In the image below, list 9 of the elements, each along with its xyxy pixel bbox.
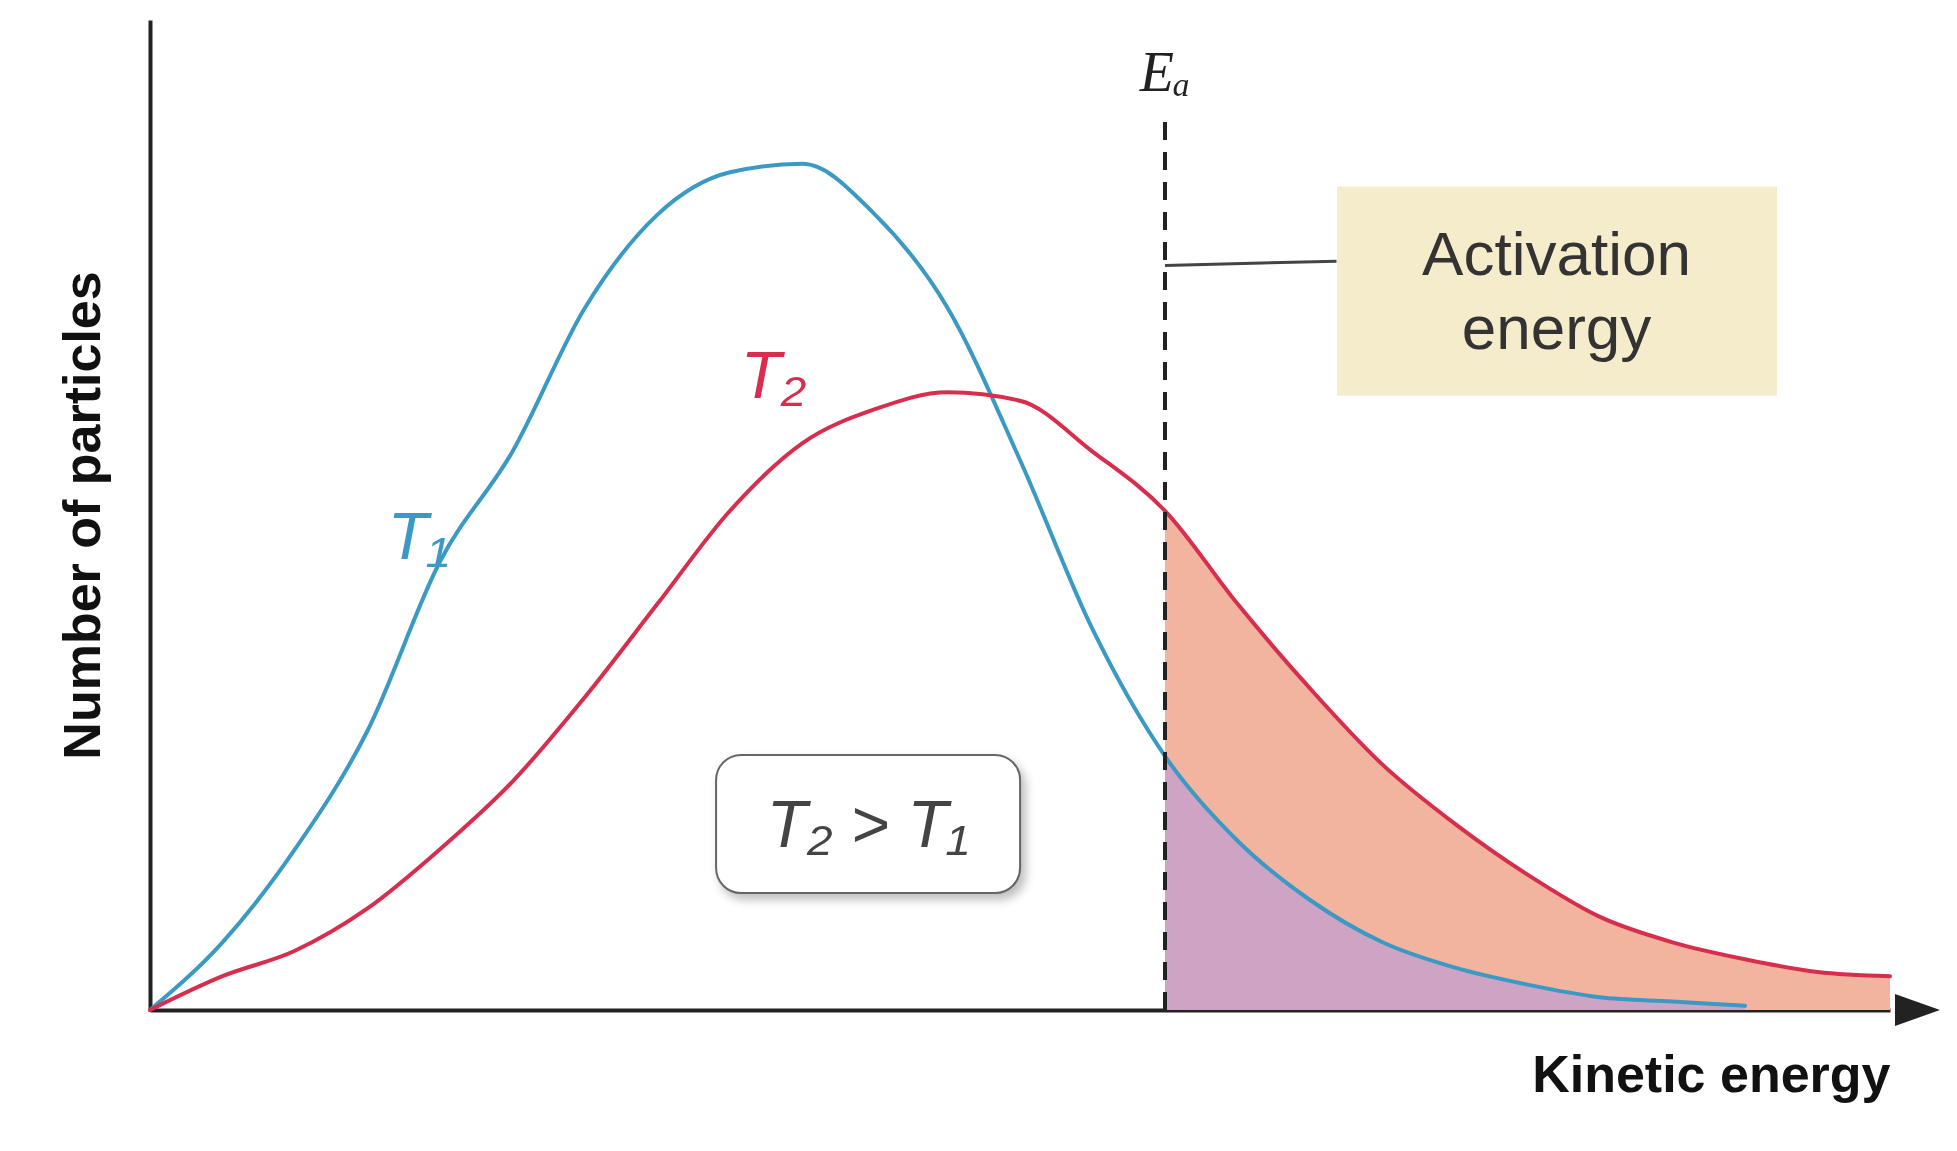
text: Eₐ bbox=[1138, 41, 1191, 104]
x-axis-title: Kinetic energy bbox=[1532, 1044, 1891, 1103]
y-axis-title: Number of particles bbox=[52, 271, 111, 760]
series-label: T₁ bbox=[387, 498, 449, 575]
annotation: T₂ > T₁ bbox=[766, 786, 969, 861]
rounded-box: T₂ > T₁ bbox=[714, 753, 1021, 894]
label-box: Activation energy bbox=[1336, 186, 1777, 396]
annotation: Activation energy bbox=[1422, 218, 1691, 362]
series-label: T₂ bbox=[740, 337, 807, 414]
